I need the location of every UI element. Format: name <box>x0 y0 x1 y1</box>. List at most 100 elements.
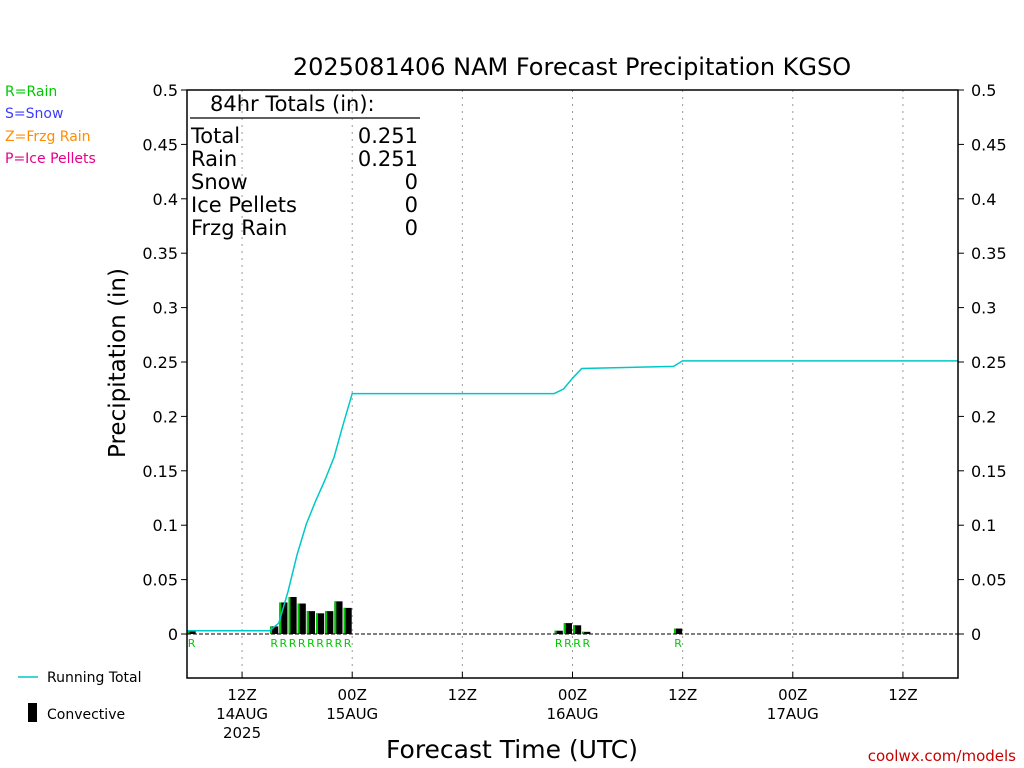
convective-bar-stripe <box>288 597 291 634</box>
convective-bar <box>582 631 591 634</box>
ice-pellets-value: 0 <box>405 193 418 217</box>
y-tick-label-left: 0.25 <box>142 353 178 372</box>
y-tick-label-right: 0.4 <box>971 190 996 209</box>
convective-bar <box>325 611 334 634</box>
legend: Running Total Convective <box>18 670 142 723</box>
y-tick-label-right: 0.15 <box>971 462 1007 481</box>
precip-type-label: R <box>188 637 196 650</box>
convective-bar-stripe <box>297 603 300 634</box>
y-tick-label-right: 0.35 <box>971 244 1007 263</box>
precip-type-label: R <box>335 637 343 650</box>
convective-bar <box>297 603 306 634</box>
snow-value: 0 <box>405 170 418 194</box>
total-value: 0.251 <box>358 124 418 148</box>
legend-bar-swatch <box>28 703 37 722</box>
y-tick-label-right: 0.3 <box>971 299 996 318</box>
convective-bar-stripe <box>306 611 309 634</box>
precip-type-label: R <box>280 637 288 650</box>
convective-bar <box>334 601 343 634</box>
y-tick-label-left: 0.35 <box>142 244 178 263</box>
y-tick-label-left: 0 <box>168 625 178 644</box>
x-tick-time: 12Z <box>448 686 477 704</box>
x-tick-time: 00Z <box>338 686 367 704</box>
x-axis-label: Forecast Time (UTC) <box>386 735 638 764</box>
key-frzg-rain: Z=Frzg Rain <box>5 129 91 145</box>
x-tick-time: 00Z <box>558 686 587 704</box>
convective-bar <box>563 623 572 634</box>
y-tick-label-left: 0.1 <box>153 516 178 535</box>
y-tick-label-right: 0.45 <box>971 135 1007 154</box>
convective-bar <box>343 607 352 634</box>
convective-bar <box>288 597 297 634</box>
precip-type-label: R <box>582 637 590 650</box>
x-tick-date: 16AUG <box>547 705 599 723</box>
legend-convective: Convective <box>47 707 125 723</box>
y-tick-label-right: 0 <box>971 625 981 644</box>
precip-type-label: R <box>325 637 333 650</box>
rain-label: Rain <box>191 147 237 171</box>
key-snow: S=Snow <box>5 106 63 122</box>
y-tick-label-left: 0.15 <box>142 462 178 481</box>
ice-pellets-label: Ice Pellets <box>191 193 297 217</box>
key-rain: R=Rain <box>5 84 57 100</box>
grid-lines <box>241 90 904 678</box>
y-tick-label-left: 0.5 <box>153 81 178 100</box>
x-tick-time: 12Z <box>668 686 697 704</box>
y-tick-label-left: 0.05 <box>142 571 178 590</box>
convective-bar <box>270 626 279 634</box>
total-label: Total <box>190 124 240 148</box>
precip-type-label: R <box>564 637 572 650</box>
convective-bar <box>187 630 196 634</box>
precip-type-label: R <box>573 637 581 650</box>
y-tick-label-right: 0.1 <box>971 516 996 535</box>
frzg-rain-label: Frzg Rain <box>191 216 287 240</box>
convective-bars <box>187 597 683 634</box>
precip-type-label: R <box>555 637 563 650</box>
key-ice-pellets: P=Ice Pellets <box>5 151 96 167</box>
x-tick-date: 15AUG <box>326 705 378 723</box>
convective-bar <box>573 625 582 634</box>
y-tick-label-right: 0.25 <box>971 353 1007 372</box>
convective-bar-stripe <box>573 625 575 634</box>
y-tick-label-left: 0.2 <box>153 407 178 426</box>
frzg-rain-value: 0 <box>405 216 418 240</box>
convective-bar-stripe <box>316 613 318 634</box>
convective-bar <box>673 628 683 634</box>
convective-bar-stripe <box>343 607 346 634</box>
snow-label: Snow <box>191 170 248 194</box>
credit-text: coolwx.com/models <box>868 747 1016 765</box>
convective-bar-stripe <box>582 631 585 634</box>
y-tick-label-right: 0.2 <box>971 407 996 426</box>
convective-bar-stripe <box>673 628 676 634</box>
convective-bar-stripe <box>325 611 328 634</box>
convective-bar <box>306 611 315 634</box>
precip-type-key: R=Rain S=Snow Z=Frzg Rain P=Ice Pellets <box>5 84 96 167</box>
y-axis-left: 0 0.05 0.1 0.15 0.2 0.25 0.3 0.35 0.4 0.45 0.5 <box>142 81 187 644</box>
convective-bar-stripe <box>187 630 190 634</box>
running-total-line <box>187 360 958 632</box>
x-tick-time: 00Z <box>778 686 807 704</box>
y-tick-label-right: 0.5 <box>971 81 996 100</box>
convective-bar <box>554 630 563 634</box>
precip-type-label: R <box>674 637 682 650</box>
x-tick-year: 2025 <box>223 724 261 742</box>
convective-bar <box>316 613 325 634</box>
y-axis-right: 0 0.05 0.1 0.15 0.2 0.25 0.3 0.35 0.4 0.45 0.5 <box>958 81 1007 644</box>
chart-title: 2025081406 NAM Forecast Precipitation KG… <box>293 53 851 81</box>
totals-heading: 84hr Totals (in): <box>210 92 375 116</box>
y-tick-label-left: 0.4 <box>153 190 178 209</box>
x-tick-date: 17AUG <box>767 705 819 723</box>
rain-value: 0.251 <box>358 147 418 171</box>
convective-bar-stripe <box>563 623 566 634</box>
convective-bar-stripe <box>334 601 337 634</box>
precip-type-label: R <box>270 637 278 650</box>
convective-bar <box>279 602 288 634</box>
x-tick-time: 12Z <box>227 686 256 704</box>
precip-type-label: R <box>344 637 352 650</box>
precip-type-label: R <box>307 637 315 650</box>
y-tick-label-left: 0.3 <box>153 299 178 318</box>
plot-frame <box>186 89 959 679</box>
